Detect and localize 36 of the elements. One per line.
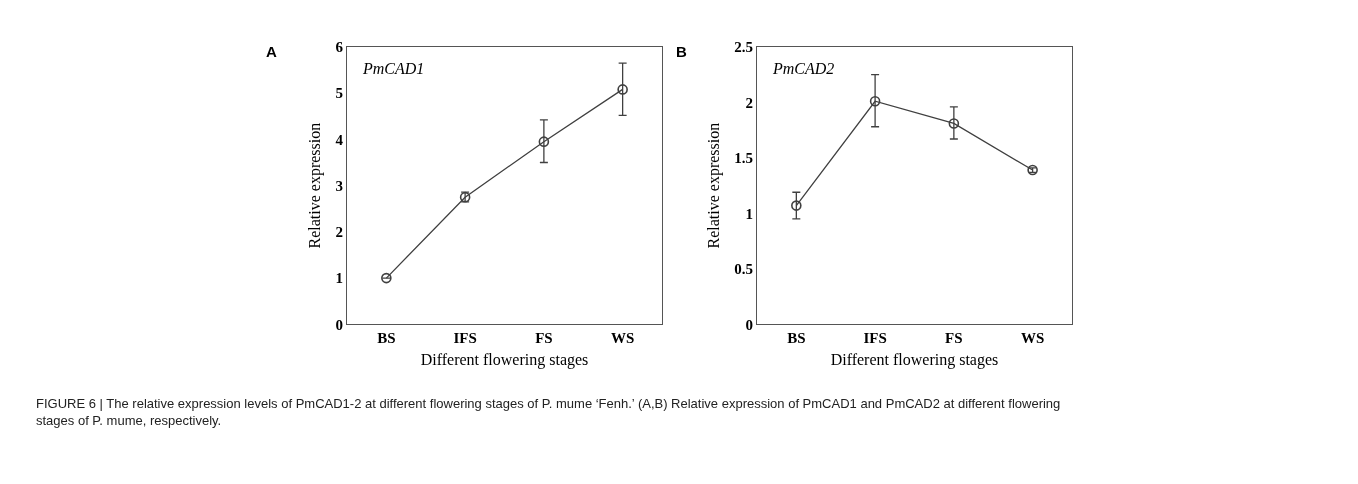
y-tick-label: 6: [335, 39, 344, 56]
text: B: [676, 43, 687, 60]
x-axis-title: Different flowering stages: [420, 351, 589, 370]
y-tick-label: 1: [745, 205, 753, 222]
caption: FIGURE 6 | The relative expression levels of PmCAD1-2 at different flowering stages of P. mume ‘Fenh.’ (A,B) Relative expression of PmCAD1 and PmCAD2 at different flowering stages of P. mume, respectively.: [36, 396, 1061, 428]
x-tick-label: BS: [787, 330, 806, 347]
x-tick-label: IFS: [863, 330, 887, 347]
x-tick-label: WS: [1020, 330, 1045, 347]
y-tick-label: 1.5: [734, 150, 753, 167]
x-axis-title: Different flowering stages: [830, 351, 999, 370]
x-tick-label: IFS: [453, 330, 477, 347]
x-tick-label: FS: [535, 330, 553, 347]
y-tick-label: 2.5: [734, 39, 753, 56]
annotation: PmCAD1: [362, 60, 425, 77]
y-tick-label: 5: [335, 85, 343, 102]
y-tick-label: 0: [335, 316, 343, 333]
y-tick-label: 1: [335, 270, 343, 287]
point: [381, 272, 392, 284]
y-tick-label: 4: [335, 131, 344, 148]
y-tick-label: 3: [335, 177, 343, 194]
y-tick-label: 0.5: [734, 261, 753, 278]
x-tick-label: FS: [945, 330, 963, 347]
x-tick-label: WS: [610, 330, 635, 347]
y-axis-title: Relative expression: [306, 122, 325, 249]
point: [617, 84, 628, 95]
y-tick-label: 2: [335, 224, 343, 241]
y-tick-label: 0: [745, 316, 753, 333]
y-axis-title: Relative expression: [705, 122, 724, 249]
point: [538, 136, 550, 147]
y-tick-label: 2: [745, 94, 753, 111]
text: A: [266, 43, 277, 60]
point: [869, 95, 881, 107]
point: [791, 200, 802, 211]
annotation: PmCAD2: [772, 60, 835, 77]
x-tick-label: BS: [377, 330, 396, 347]
point: [948, 118, 960, 129]
